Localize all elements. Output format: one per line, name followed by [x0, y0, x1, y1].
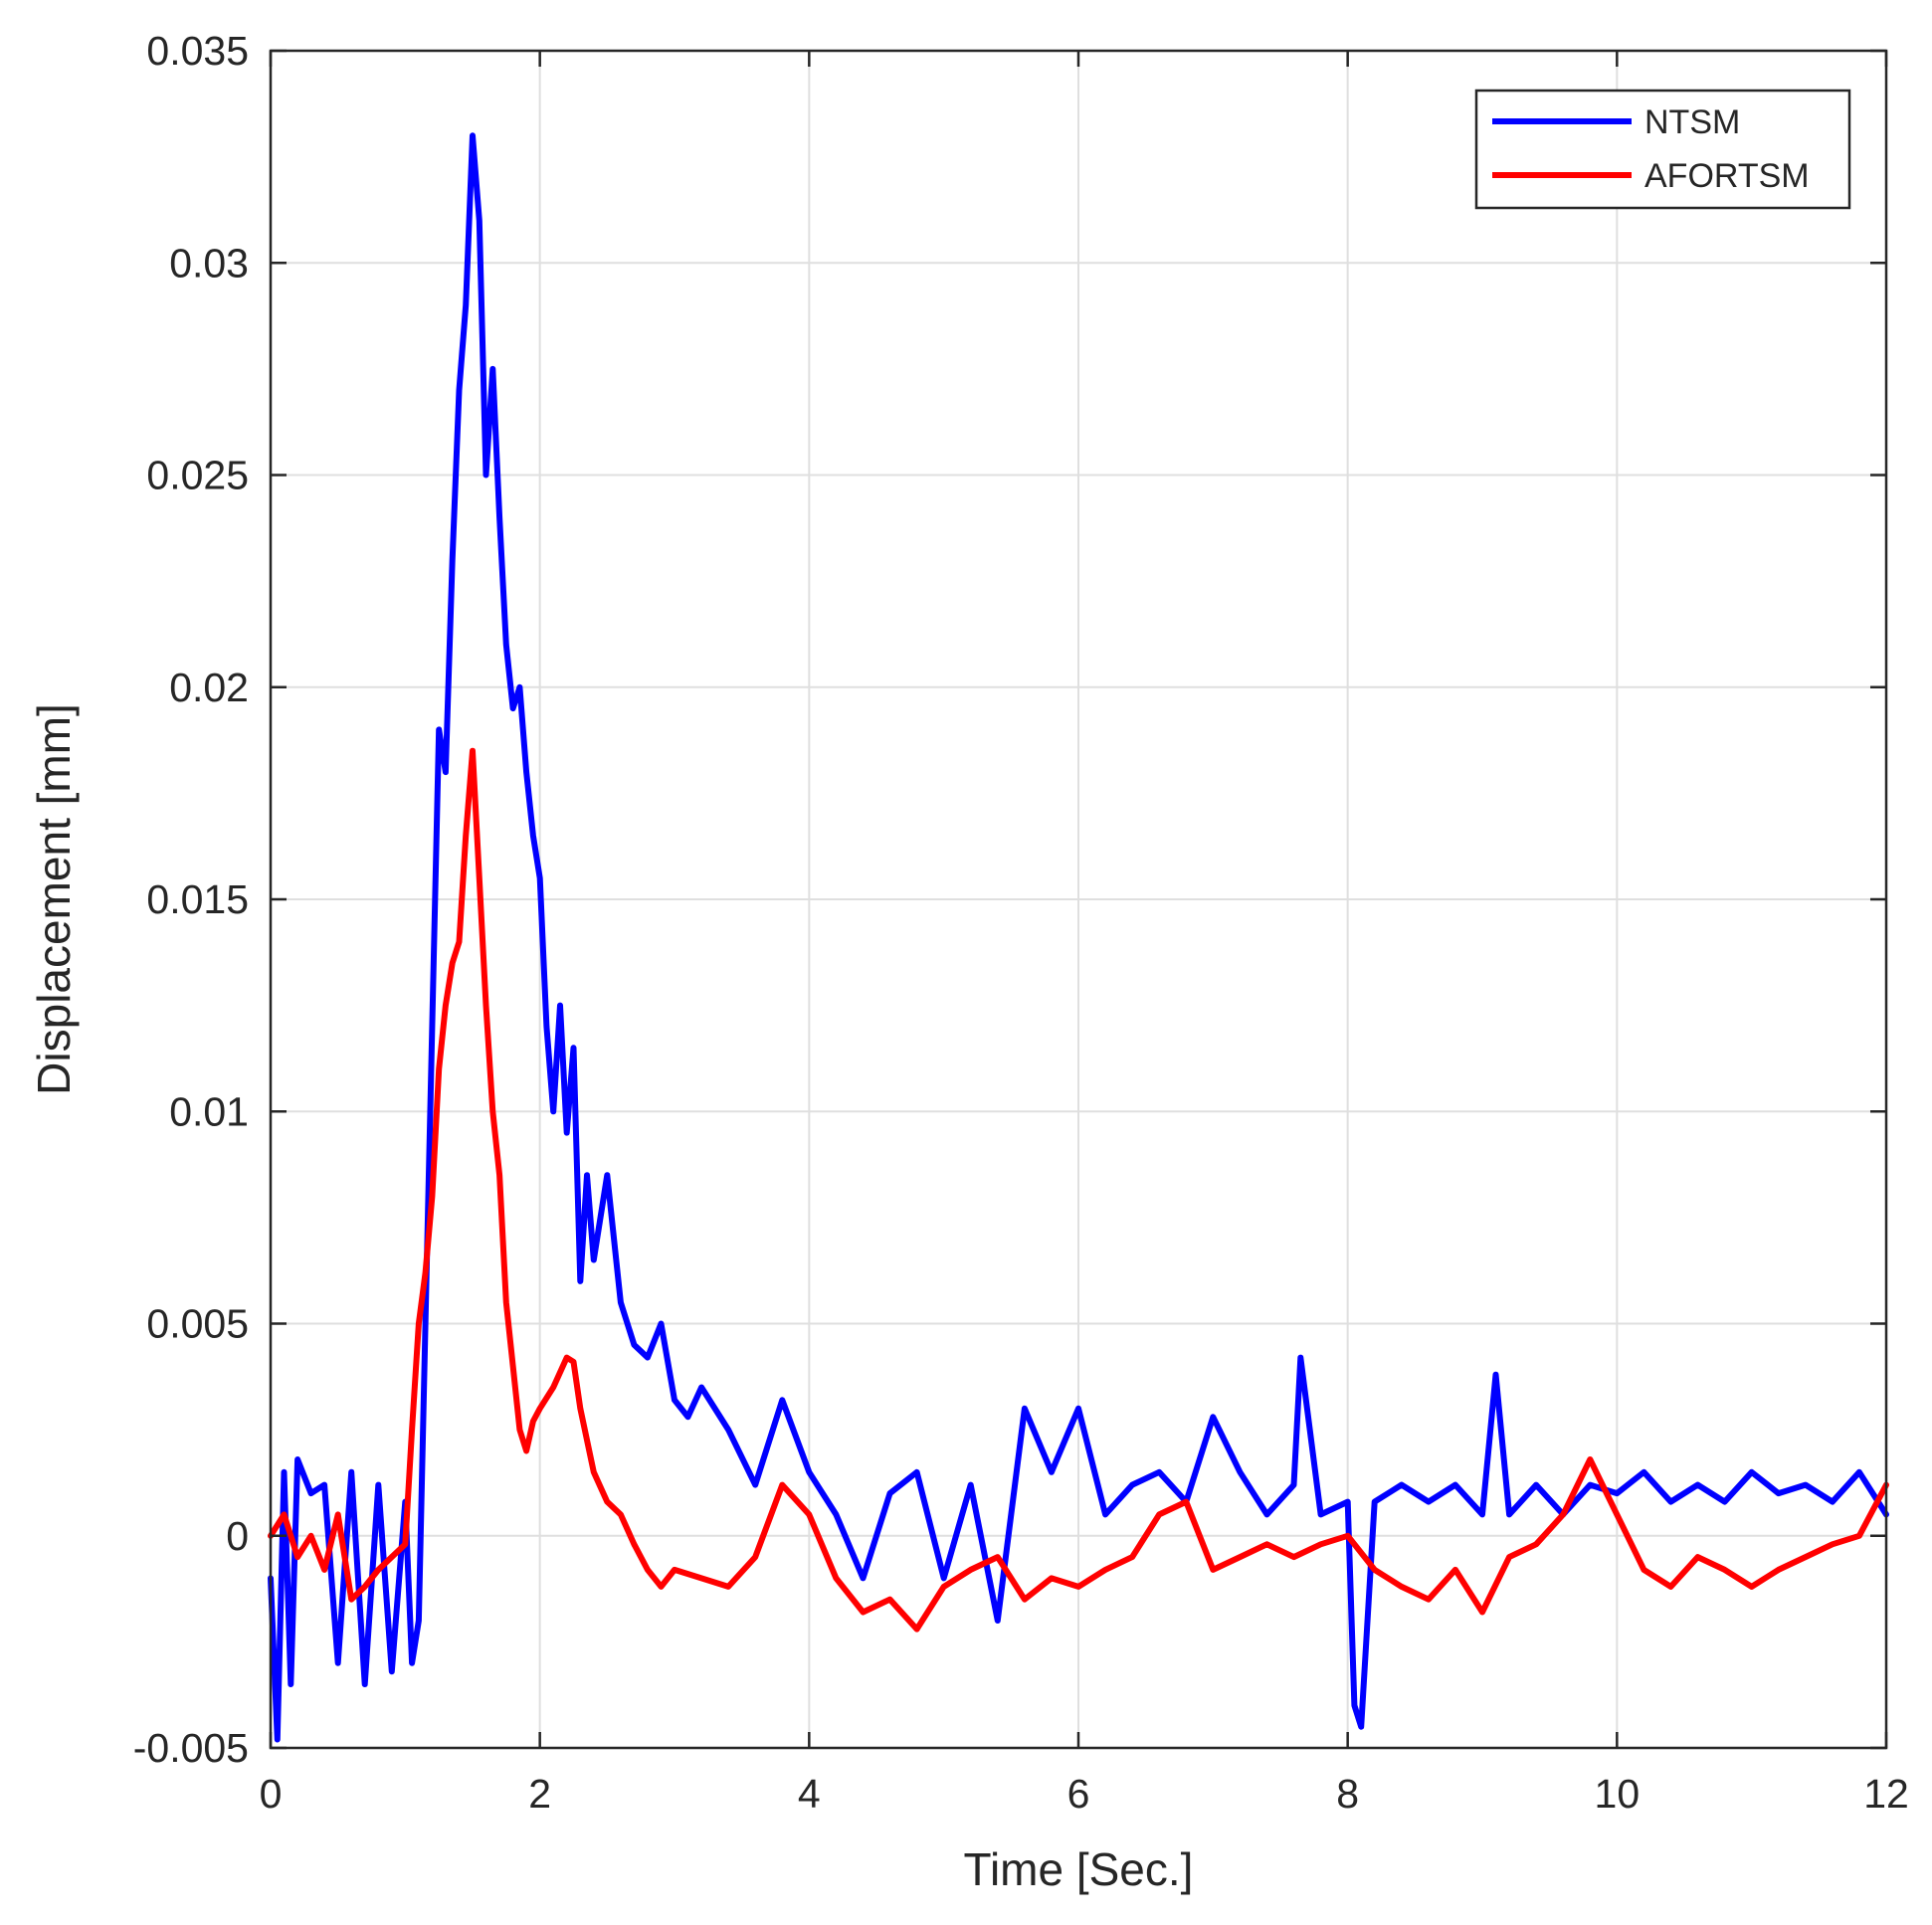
x-tick-label: 8: [1336, 1771, 1359, 1817]
grid: [271, 51, 1886, 1748]
x-tick-label: 6: [1067, 1771, 1090, 1817]
legend-box: [1474, 89, 1851, 210]
series-line-afortsm: [268, 747, 1889, 1633]
y-tick-label: 0.025: [146, 453, 249, 498]
x-tick-label: 4: [798, 1771, 821, 1817]
legend: NTSM AFORTSM: [1474, 89, 1851, 210]
x-axis-title: Time [Sec.]: [964, 1843, 1194, 1895]
y-tick-label: -0.005: [133, 1725, 249, 1771]
x-tick-label: 2: [528, 1771, 551, 1817]
tick-labels: 0 2 4 6 8 10 12-0.00500.0050.010.0150.020.0250…: [133, 28, 1909, 1817]
x-tick-label: 10: [1595, 1771, 1641, 1817]
y-tick-label: 0.02: [169, 665, 249, 710]
series-layer: [268, 132, 1889, 1743]
y-tick-label: 0.015: [146, 876, 249, 922]
y-axis-title: Displacement [mm]: [28, 703, 80, 1095]
x-tick-label: 12: [1863, 1771, 1909, 1817]
legend-label-ntsm: NTSM: [1644, 103, 1740, 141]
y-tick-label: 0: [226, 1513, 249, 1559]
x-tick-label: 0: [260, 1771, 283, 1817]
y-tick-label: 0.005: [146, 1301, 249, 1347]
ticks: [269, 49, 1888, 1750]
y-tick-label: 0.01: [169, 1088, 249, 1134]
legend-label-afortsm: AFORTSM: [1644, 157, 1810, 195]
y-tick-label: 0.035: [146, 28, 249, 74]
series-line-ntsm: [268, 132, 1889, 1743]
y-tick-label: 0.03: [169, 240, 249, 286]
